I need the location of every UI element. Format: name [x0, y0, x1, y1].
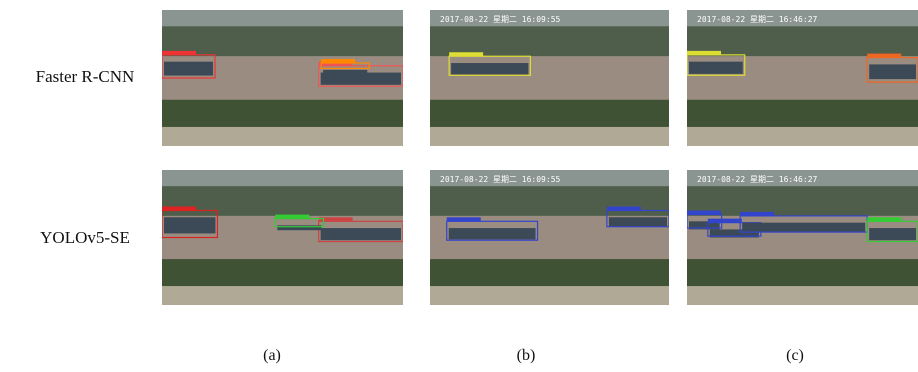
- detection-tag: [321, 59, 355, 63]
- photo-panel: [162, 10, 403, 146]
- detection-tag: [740, 212, 774, 216]
- photo-panel: 2017-08-22 星期二 16:46:27: [687, 170, 918, 305]
- ship: [609, 217, 667, 227]
- detection-tag: [162, 51, 196, 55]
- ship: [164, 217, 215, 233]
- ship: [869, 228, 916, 240]
- detection-tag: [275, 215, 309, 219]
- row-label: YOLOv5-SE: [10, 228, 160, 248]
- near-bank: [430, 100, 669, 127]
- shore: [430, 286, 669, 305]
- ship: [869, 64, 916, 79]
- column-label: (b): [496, 347, 556, 365]
- detection-tag: [447, 217, 481, 221]
- photo-panel: [162, 170, 403, 305]
- detection-tag: [162, 207, 196, 211]
- far-bank: [162, 186, 403, 216]
- shore: [687, 127, 918, 146]
- ship: [449, 228, 536, 239]
- photo-panel: 2017-08-22 星期二 16:09:55: [430, 10, 669, 146]
- column-label: (a): [242, 347, 302, 365]
- shore: [430, 127, 669, 146]
- ship: [323, 70, 367, 73]
- timestamp: 2017-08-22 星期二 16:09:55: [440, 15, 561, 24]
- detection-tag: [607, 207, 641, 211]
- photo-panel: 2017-08-22 星期二 16:09:55: [430, 170, 669, 305]
- shore: [162, 127, 403, 146]
- timestamp: 2017-08-22 星期二 16:46:27: [697, 15, 818, 24]
- far-bank: [687, 186, 918, 216]
- timestamp: 2017-08-22 星期二 16:09:55: [440, 175, 561, 184]
- near-bank: [687, 100, 918, 127]
- photo-panel: 2017-08-22 星期二 16:46:27: [687, 10, 918, 146]
- near-bank: [162, 100, 403, 127]
- ship: [321, 73, 401, 85]
- ship: [321, 228, 401, 240]
- detection-tag: [708, 219, 742, 223]
- detection-tag: [867, 54, 901, 58]
- near-bank: [687, 259, 918, 286]
- ship: [689, 62, 743, 74]
- near-bank: [430, 259, 669, 286]
- column-label: (c): [765, 347, 825, 365]
- row-label: Faster R-CNN: [10, 67, 160, 87]
- far-bank: [162, 26, 403, 56]
- ship: [451, 63, 528, 74]
- ship: [742, 223, 865, 233]
- ship: [277, 225, 321, 230]
- detection-tag: [449, 52, 483, 56]
- near-bank: [162, 259, 403, 286]
- timestamp: 2017-08-22 星期二 16:46:27: [697, 175, 818, 184]
- ship: [164, 62, 213, 76]
- shore: [687, 286, 918, 305]
- far-bank: [430, 186, 669, 216]
- far-bank: [687, 26, 918, 56]
- detection-tag: [687, 211, 721, 215]
- figure: {"row_labels": ["Faster R-CNN", "YOLOv5-…: [0, 0, 918, 372]
- detection-tag: [687, 51, 721, 55]
- detection-tag: [867, 217, 901, 221]
- shore: [162, 286, 403, 305]
- far-bank: [430, 26, 669, 56]
